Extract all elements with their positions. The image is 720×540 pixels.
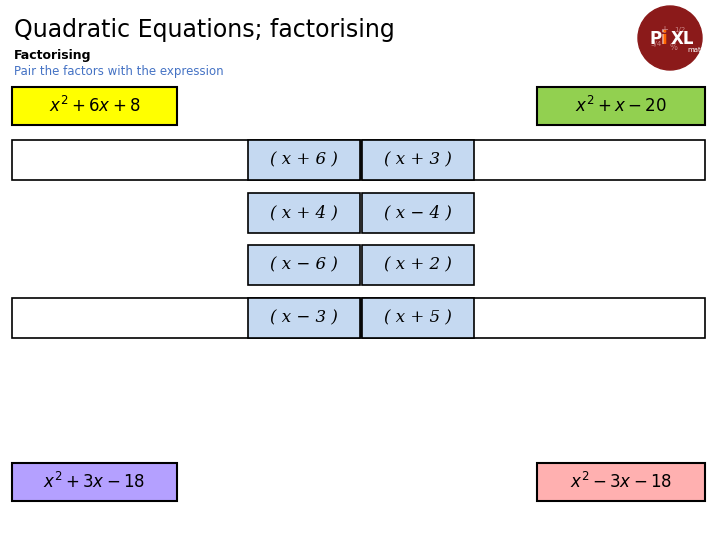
- FancyBboxPatch shape: [12, 140, 360, 180]
- Text: 3/4: 3/4: [650, 41, 662, 47]
- FancyBboxPatch shape: [362, 298, 705, 338]
- Text: Pi: Pi: [649, 30, 667, 48]
- Text: +: +: [660, 25, 668, 35]
- Text: $x^2 + x - 20$: $x^2 + x - 20$: [575, 96, 667, 116]
- Text: XL: XL: [671, 30, 695, 48]
- Text: 1/2: 1/2: [675, 27, 685, 33]
- FancyBboxPatch shape: [248, 140, 360, 180]
- Circle shape: [638, 6, 702, 70]
- Text: i: i: [662, 30, 667, 48]
- FancyBboxPatch shape: [362, 245, 474, 285]
- Text: Quadratic Equations; factorising: Quadratic Equations; factorising: [14, 18, 395, 42]
- FancyBboxPatch shape: [12, 463, 177, 501]
- Text: maths: maths: [687, 47, 709, 53]
- FancyBboxPatch shape: [537, 87, 705, 125]
- Text: ( x + 4 ): ( x + 4 ): [270, 205, 338, 221]
- Text: $x^2 + 3x - 18$: $x^2 + 3x - 18$: [43, 472, 145, 492]
- FancyBboxPatch shape: [362, 140, 474, 180]
- FancyBboxPatch shape: [248, 298, 360, 338]
- FancyBboxPatch shape: [362, 140, 705, 180]
- Text: ( x − 6 ): ( x − 6 ): [270, 256, 338, 273]
- FancyBboxPatch shape: [248, 193, 360, 233]
- Text: ( x + 6 ): ( x + 6 ): [270, 152, 338, 168]
- Text: %: %: [670, 44, 678, 52]
- FancyBboxPatch shape: [362, 193, 474, 233]
- FancyBboxPatch shape: [537, 463, 705, 501]
- Text: ( x − 3 ): ( x − 3 ): [270, 309, 338, 327]
- Text: $x^2 + 6x + 8$: $x^2 + 6x + 8$: [49, 96, 140, 116]
- Text: ( x − 4 ): ( x − 4 ): [384, 205, 452, 221]
- FancyBboxPatch shape: [362, 298, 474, 338]
- Text: ( x + 5 ): ( x + 5 ): [384, 309, 452, 327]
- FancyBboxPatch shape: [12, 298, 360, 338]
- Text: Factorising: Factorising: [14, 49, 91, 62]
- Text: Pair the factors with the expression: Pair the factors with the expression: [14, 65, 224, 78]
- FancyBboxPatch shape: [12, 87, 177, 125]
- FancyBboxPatch shape: [248, 245, 360, 285]
- Text: ( x + 2 ): ( x + 2 ): [384, 256, 452, 273]
- Text: ( x + 3 ): ( x + 3 ): [384, 152, 452, 168]
- Text: $x^2 - 3x - 18$: $x^2 - 3x - 18$: [570, 472, 672, 492]
